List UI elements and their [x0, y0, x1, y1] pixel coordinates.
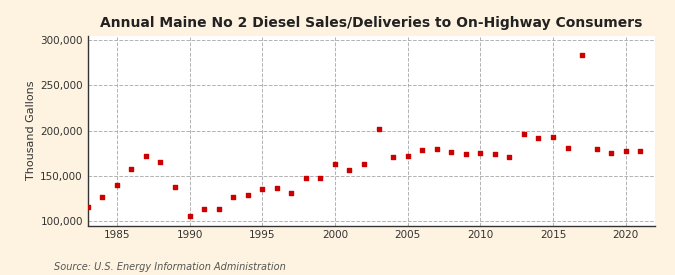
Point: [315, 175, 326, 180]
Point: [416, 147, 427, 152]
Point: [562, 145, 573, 150]
Point: [576, 53, 587, 57]
Point: [605, 151, 616, 155]
Point: [446, 150, 456, 155]
Point: [518, 132, 529, 136]
Title: Annual Maine No 2 Diesel Sales/Deliveries to On-Highway Consumers: Annual Maine No 2 Diesel Sales/Deliverie…: [100, 16, 643, 31]
Point: [300, 175, 311, 180]
Point: [591, 147, 602, 151]
Point: [198, 207, 209, 211]
Point: [634, 148, 645, 153]
Point: [140, 154, 151, 158]
Point: [387, 155, 398, 159]
Point: [227, 195, 238, 200]
Point: [82, 205, 93, 210]
Point: [620, 148, 631, 153]
Point: [504, 155, 515, 159]
Point: [155, 160, 166, 164]
Point: [475, 151, 486, 155]
Point: [329, 162, 340, 166]
Point: [402, 154, 413, 158]
Point: [547, 135, 558, 139]
Point: [126, 166, 137, 171]
Point: [460, 152, 471, 156]
Point: [358, 162, 369, 166]
Point: [242, 192, 253, 197]
Point: [111, 183, 122, 187]
Point: [169, 185, 180, 189]
Point: [271, 186, 282, 191]
Y-axis label: Thousand Gallons: Thousand Gallons: [26, 81, 36, 180]
Text: Source: U.S. Energy Information Administration: Source: U.S. Energy Information Administ…: [54, 262, 286, 272]
Point: [184, 213, 195, 218]
Point: [97, 195, 108, 200]
Point: [344, 168, 355, 173]
Point: [286, 191, 297, 195]
Point: [256, 187, 267, 192]
Point: [373, 126, 384, 131]
Point: [533, 136, 544, 140]
Point: [213, 207, 224, 211]
Point: [431, 147, 442, 151]
Point: [489, 152, 500, 156]
